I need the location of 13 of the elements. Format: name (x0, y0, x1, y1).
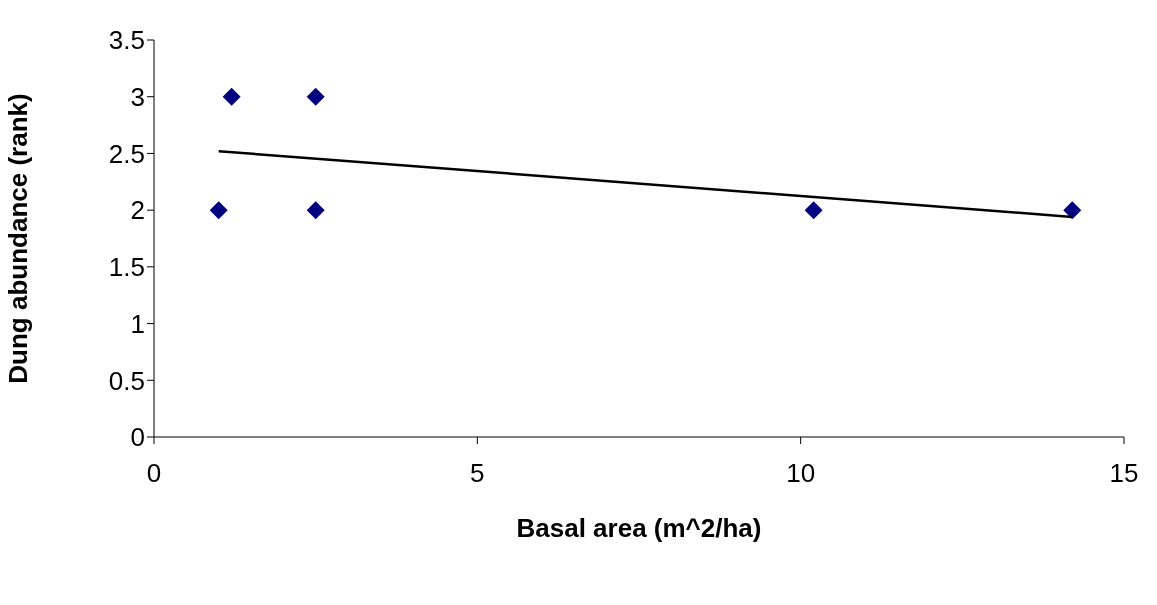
y-tick-label: 2.5 (108, 138, 145, 169)
y-tick-label: 1.5 (108, 252, 145, 283)
y-tick-label: 0.5 (108, 365, 145, 396)
x-tick-label: 15 (1109, 458, 1139, 489)
y-tick-label: 3 (130, 81, 145, 112)
y-axis-title: Dung abundance (rank) (3, 93, 34, 384)
y-tick-label: 0 (130, 422, 145, 453)
y-tick-label: 1 (130, 308, 145, 339)
y-tick-label: 2 (130, 195, 145, 226)
x-tick-label: 10 (786, 458, 816, 489)
y-tick-label: 3.5 (108, 25, 145, 56)
x-axis-title: Basal area (m^2/ha) (516, 513, 762, 543)
x-tick-label: 5 (470, 458, 485, 489)
